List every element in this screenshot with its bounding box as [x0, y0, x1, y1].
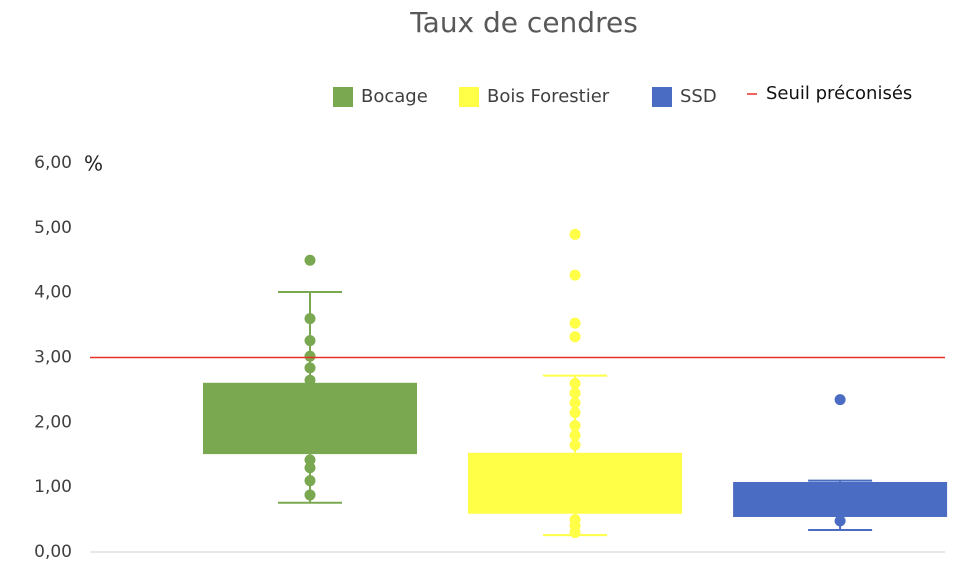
point	[569, 439, 581, 451]
legend-swatch	[459, 87, 479, 107]
y-tick-label: 6,00	[34, 153, 72, 173]
legend-label: Bocage	[361, 86, 428, 107]
y-tick-label: 2,00	[34, 412, 72, 432]
point	[304, 335, 316, 347]
point	[569, 269, 581, 281]
point	[569, 407, 581, 419]
box	[468, 452, 683, 514]
legend-label: Seuil préconisés	[766, 83, 912, 104]
chart-title: Taux de cendres	[409, 6, 638, 39]
point	[304, 313, 316, 325]
point	[304, 374, 316, 386]
point	[834, 394, 846, 406]
point	[304, 462, 316, 474]
y-tick-label: 3,00	[34, 348, 72, 368]
legend-swatch	[652, 87, 672, 107]
legend-label: Bois Forestier	[487, 86, 610, 107]
point	[569, 228, 581, 240]
point	[569, 397, 581, 409]
y-tick-label: 5,00	[34, 218, 72, 238]
y-axis-unit: %	[84, 152, 103, 176]
point	[304, 350, 316, 362]
y-tick-label: 4,00	[34, 283, 72, 303]
legend-swatch	[333, 87, 353, 107]
point	[569, 420, 581, 432]
box	[203, 382, 417, 455]
box	[733, 481, 948, 517]
point	[569, 317, 581, 329]
point	[304, 454, 316, 466]
point	[569, 331, 581, 343]
point	[569, 387, 581, 399]
point	[569, 527, 581, 539]
point	[304, 362, 316, 374]
point	[304, 489, 316, 501]
point	[569, 429, 581, 441]
point	[834, 515, 846, 527]
y-tick-label: 1,00	[34, 477, 72, 497]
y-tick-label: 0,00	[34, 542, 72, 562]
point	[304, 254, 316, 266]
point	[569, 377, 581, 389]
legend-label: SSD	[680, 86, 717, 107]
point	[304, 475, 316, 487]
